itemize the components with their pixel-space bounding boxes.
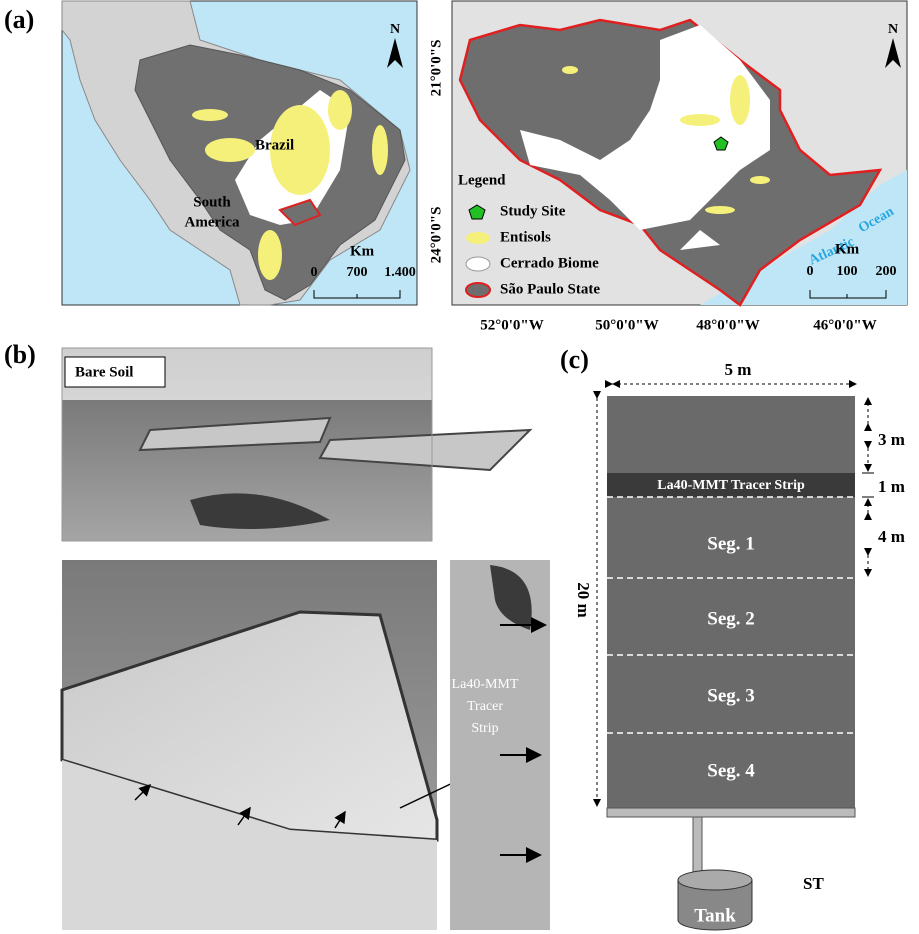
photo-plots: Bare Soil [62, 348, 530, 541]
overview-map: Brazil South America N Km 0 700 1.400 [62, 1, 417, 305]
continent-label: South [193, 194, 231, 210]
width-label: 5 m [725, 360, 752, 379]
legend-item: Study Site [500, 203, 566, 219]
lon-label: 50°0'0"W [595, 317, 659, 333]
panel-label: (c) [560, 345, 589, 374]
north-label: N [390, 22, 400, 37]
photo-strip: La40-MMT Tracer Strip [450, 560, 550, 930]
state-map: N Legend Study Site Entisols Cerrado Bio… [452, 1, 907, 305]
scale-unit: Km [350, 243, 375, 259]
strip-label: La40-MMT Tracer Strip [657, 478, 805, 493]
tank-label: Tank [694, 905, 736, 926]
lat-label: 24°0'0"S [428, 207, 444, 264]
legend-item: Entisols [500, 229, 551, 245]
lon-label: 48°0'0"W [696, 317, 760, 333]
segment-label: Seg. 1 [707, 533, 755, 554]
segment-label: Seg. 4 [707, 760, 755, 781]
photo-label: Bare Soil [75, 364, 133, 380]
dim-label: 3 m [878, 430, 905, 449]
strip-label: Tracer [467, 699, 503, 714]
segment-label: Seg. 3 [707, 685, 755, 706]
scale-tick: 0 [807, 264, 814, 279]
plot-diagram: La40-MMT Tracer Strip Seg. 1 Seg. 2 Seg.… [574, 360, 905, 930]
tank-id: ST [803, 874, 824, 893]
dim-label: 4 m [878, 527, 905, 546]
continent-label: America [185, 214, 240, 230]
dim-label: 1 m [878, 477, 905, 496]
lat-label: 21°0'0"S [428, 40, 444, 97]
panel-label: (a) [4, 5, 34, 34]
north-label: N [888, 22, 898, 37]
legend-title: Legend [458, 172, 506, 188]
segment-label: Seg. 2 [707, 608, 755, 629]
legend-item: Cerrado Biome [500, 255, 599, 271]
panel-label: (b) [4, 340, 36, 369]
photo-plot [62, 560, 480, 930]
scale-tick: 200 [876, 264, 897, 279]
figure: (a) Brazil South America N Km 0 700 1.40… [0, 0, 919, 934]
strip-label: La40-MMT [452, 677, 519, 692]
scale-tick: 1.400 [384, 265, 416, 280]
lon-label: 46°0'0"W [813, 317, 877, 333]
scale-tick: 700 [347, 265, 368, 280]
strip-label: Strip [471, 721, 498, 736]
legend-item: São Paulo State [500, 281, 600, 297]
scale-tick: 0 [311, 265, 318, 280]
country-label: Brazil [255, 137, 294, 153]
lon-label: 52°0'0"W [480, 317, 544, 333]
length-label: 20 m [574, 582, 593, 617]
scale-unit: Km [835, 241, 860, 257]
scale-tick: 100 [837, 264, 858, 279]
